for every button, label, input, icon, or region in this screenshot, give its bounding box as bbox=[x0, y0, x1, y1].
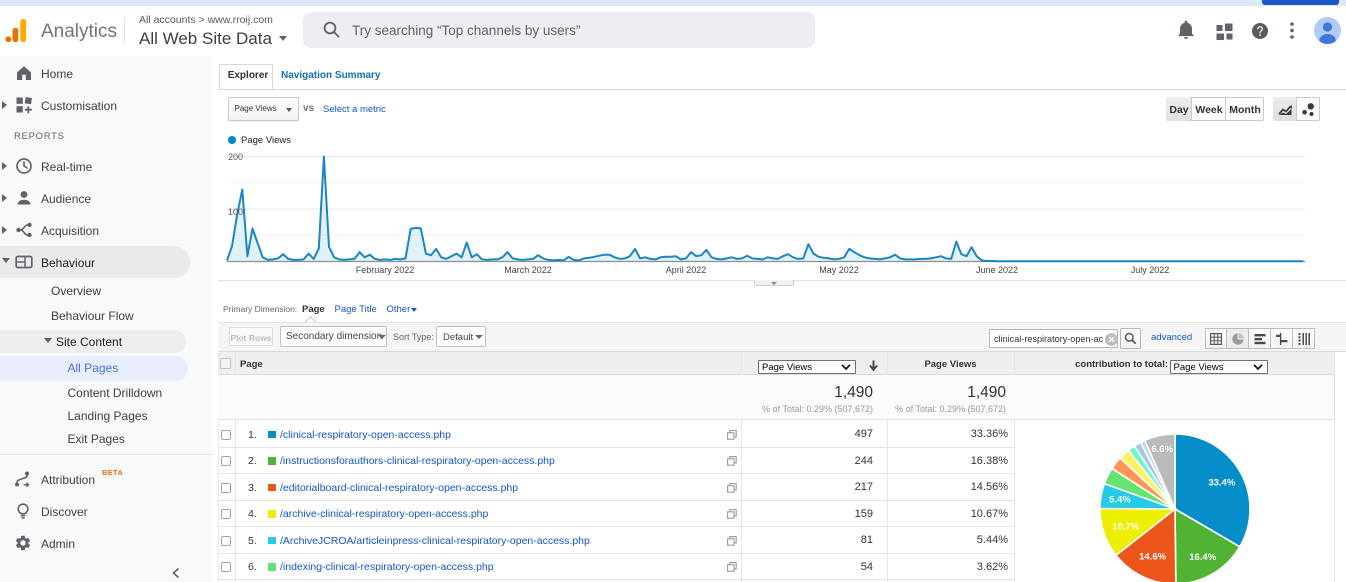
svg-text:16.4%: 16.4% bbox=[1189, 552, 1216, 563]
svg-text:5.4%: 5.4% bbox=[1109, 495, 1131, 506]
svg-text:33.4%: 33.4% bbox=[1208, 478, 1235, 489]
svg-text:10.7%: 10.7% bbox=[1112, 521, 1139, 532]
svg-text:6.6%: 6.6% bbox=[1151, 444, 1173, 455]
svg-text:14.6%: 14.6% bbox=[1139, 551, 1166, 562]
